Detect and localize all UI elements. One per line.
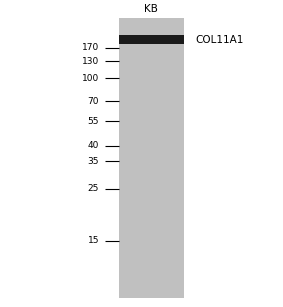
Text: 130: 130 <box>82 57 99 66</box>
Text: 40: 40 <box>88 141 99 150</box>
Text: 70: 70 <box>87 97 99 106</box>
Bar <box>119 35 184 44</box>
Text: KB: KB <box>144 4 158 14</box>
Text: 55: 55 <box>87 117 99 126</box>
Text: COL11A1: COL11A1 <box>195 35 244 45</box>
Text: 15: 15 <box>87 236 99 246</box>
Text: 170: 170 <box>82 43 99 52</box>
Text: 35: 35 <box>87 157 99 166</box>
Text: 100: 100 <box>82 74 99 83</box>
Text: 25: 25 <box>88 184 99 193</box>
Bar <box>119 18 184 298</box>
